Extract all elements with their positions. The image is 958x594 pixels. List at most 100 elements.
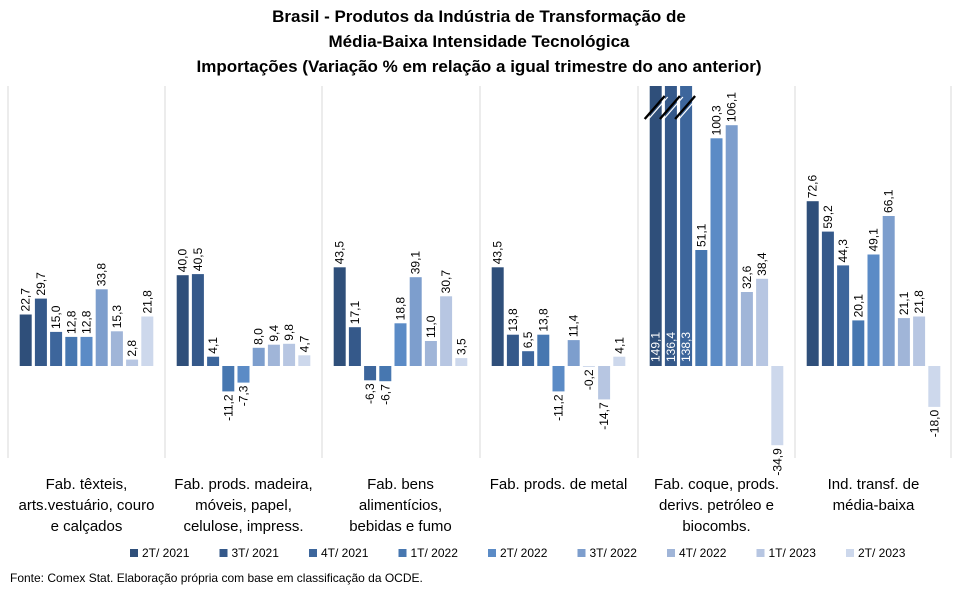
legend-label: 4T/ 2022 (679, 546, 727, 560)
legend-label: 2T/ 2023 (858, 546, 906, 560)
bar (837, 265, 850, 366)
bar (821, 231, 834, 366)
data-label: 38,4 (755, 252, 769, 276)
legend-swatch (309, 549, 317, 557)
data-label: 33,8 (95, 263, 109, 287)
legend-label: 4T/ 2021 (321, 546, 369, 560)
bar (440, 296, 453, 366)
category-label: Fab. coque, prods. (654, 476, 779, 493)
data-label: 40,5 (191, 247, 205, 271)
data-label: 2,8 (125, 340, 139, 357)
bar (222, 366, 235, 392)
data-label: 12,8 (64, 310, 78, 334)
data-label: 32,6 (740, 265, 754, 289)
data-label: 138,3 (679, 332, 693, 362)
bar (725, 125, 738, 366)
category-label: Fab. prods. madeira, (174, 476, 312, 493)
category-label: móveis, papel, (195, 497, 292, 514)
data-label: 11,4 (567, 314, 581, 337)
category-label: Fab. bens (367, 476, 434, 493)
bar (649, 86, 662, 366)
bar (364, 366, 377, 381)
bar (852, 320, 865, 366)
legend-swatch (219, 549, 228, 557)
axis-break-mark (658, 95, 681, 120)
bar (333, 267, 346, 366)
bar (126, 359, 139, 366)
chart-title-line-2: Média-Baixa Intensidade Tecnológica (328, 32, 630, 51)
data-label: 6,5 (521, 331, 535, 348)
bar (771, 366, 784, 446)
bar (613, 356, 626, 366)
data-label: 9,8 (282, 324, 296, 341)
axis-break-mark (674, 95, 697, 120)
bar (806, 201, 819, 366)
data-label: -11,2 (221, 394, 235, 421)
bar (237, 366, 250, 383)
data-label: 20,1 (851, 294, 865, 318)
data-label: -14,7 (597, 402, 611, 430)
category-label: Fab. prods. de metal (490, 476, 628, 493)
axis-break-mark (677, 96, 699, 121)
bar (298, 355, 311, 366)
bar (882, 216, 895, 366)
legend-label: 1T/ 2023 (769, 546, 817, 560)
bar (283, 343, 296, 366)
bar (756, 278, 769, 366)
bar (394, 323, 407, 366)
category-label: alimentícios, (359, 497, 442, 514)
legend-label: 1T/ 2022 (411, 546, 459, 560)
bar (867, 254, 880, 366)
bar (567, 340, 580, 366)
bar (252, 347, 265, 366)
data-label: 15,0 (49, 305, 63, 329)
legend: 2T/ 2021 3T/ 2021 4T/ 2021 1T/ 2022 2T/ 2022… (130, 546, 906, 560)
axis-break-mark (662, 96, 684, 121)
bar (913, 316, 926, 366)
bar (710, 138, 723, 366)
bar (80, 336, 93, 366)
bar (506, 334, 519, 366)
data-label: 15,3 (110, 305, 124, 329)
bar (95, 289, 108, 366)
data-label: 49,1 (867, 228, 881, 252)
data-label: 22,7 (19, 288, 33, 312)
bar (65, 336, 78, 366)
bar (348, 327, 361, 366)
bar (50, 331, 63, 366)
data-label: 72,6 (806, 175, 820, 199)
data-label: -6,3 (363, 383, 377, 404)
legend-label: 2T/ 2022 (500, 546, 548, 560)
data-label: -6,7 (378, 384, 392, 405)
legend-label: 3T/ 2021 (232, 546, 280, 560)
category-label: Ind. transf. de (828, 476, 920, 493)
bar (740, 292, 753, 366)
legend-label: 3T/ 2022 (590, 546, 638, 560)
legend-swatch (846, 549, 854, 557)
data-label: 66,1 (882, 189, 896, 213)
data-label: 29,7 (34, 272, 48, 296)
data-label: -0,2 (582, 369, 596, 390)
data-label: 3,5 (454, 338, 468, 355)
bar (191, 274, 204, 366)
data-label: 13,8 (506, 308, 520, 332)
category-label: arts.vestuário, couro (19, 497, 155, 514)
data-label: 8,0 (252, 328, 266, 345)
bar (928, 366, 941, 407)
category-label: e calçados (51, 518, 123, 535)
legend-label: 2T/ 2021 (142, 546, 190, 560)
data-label: 12,8 (80, 310, 94, 334)
category-label: celulose, impress. (183, 518, 303, 535)
bar (522, 351, 535, 366)
data-label: 21,8 (912, 290, 926, 314)
data-label: 40,0 (176, 249, 190, 273)
data-label: 106,1 (725, 92, 739, 122)
data-label: 9,4 (267, 325, 281, 342)
data-label: 21,1 (897, 291, 911, 315)
data-label: 4,7 (297, 335, 311, 352)
bar (582, 366, 595, 367)
category-label: biocombs. (682, 518, 750, 535)
bar (207, 356, 220, 366)
data-label: 18,8 (394, 297, 408, 321)
